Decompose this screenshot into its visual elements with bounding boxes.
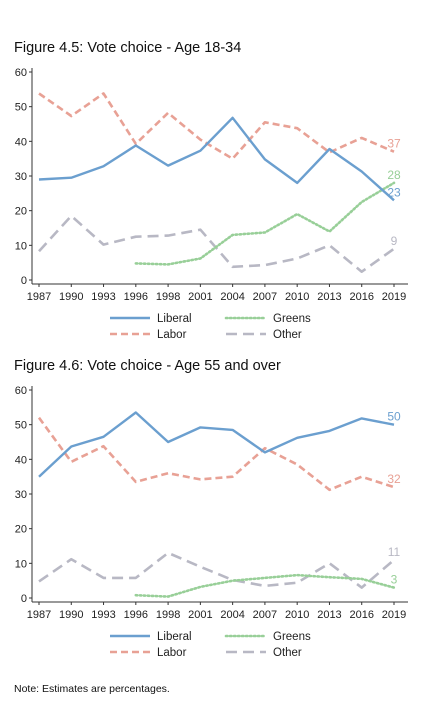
end-label-liberal: 23 [387, 185, 401, 199]
x-tick-label: 2013 [317, 291, 341, 303]
series-line-greens [134, 181, 396, 266]
x-tick-label: 1993 [91, 291, 115, 303]
x-tick-label: 2019 [382, 291, 406, 303]
legend-label-other: Other [273, 647, 302, 659]
x-tick-label: 2001 [188, 609, 212, 621]
y-tick-label: 0 [21, 275, 27, 287]
end-label-greens: 3 [391, 573, 398, 587]
series-line-labor [38, 92, 395, 160]
end-label-greens: 28 [387, 168, 401, 182]
y-tick-label: 10 [15, 558, 27, 570]
legend-label-liberal: Liberal [157, 313, 192, 325]
x-tick-label: 1998 [156, 291, 180, 303]
end-label-other: 11 [388, 545, 401, 559]
chart-age-55-over: 0 10 20 30 40 50 60 1987 1990 1993 1996 1998 2001 200… [15, 385, 408, 659]
y-tick-label: 10 [15, 240, 27, 252]
legend-label-labor: Labor [157, 329, 187, 341]
x-tick-label: 2007 [253, 291, 277, 303]
legend-label-labor: Labor [157, 647, 187, 659]
x-tick-label: 2016 [349, 609, 373, 621]
series-line-labor [37, 416, 395, 492]
end-label-liberal: 50 [387, 410, 401, 424]
x-tick-label: 1996 [124, 291, 148, 303]
x-tick-label: 2013 [317, 609, 341, 621]
y-tick-label: 60 [15, 385, 27, 397]
x-tick-label: 1990 [59, 609, 83, 621]
x-tick-label: 2010 [285, 291, 309, 303]
figure-4-5-title: Figure 4.5: Vote choice - Age 18-34 [14, 40, 242, 56]
x-tick-label: 2019 [382, 609, 406, 621]
y-tick-label: 40 [15, 454, 27, 466]
y-tick-label: 0 [21, 593, 27, 605]
legend-label-liberal: Liberal [157, 631, 192, 643]
series-line-liberal [38, 116, 395, 202]
y-tick-label: 60 [15, 67, 27, 79]
legend-label-other: Other [273, 329, 302, 341]
x-tick-label: 1993 [91, 609, 115, 621]
end-label-other: 9 [391, 234, 398, 248]
legend-label-greens: Greens [273, 313, 311, 325]
series-line-greens [134, 573, 396, 598]
y-tick-label: 50 [15, 420, 27, 432]
end-label-labor: 32 [387, 472, 401, 486]
x-tick-label: 1990 [59, 291, 83, 303]
x-tick-label: 2007 [253, 609, 277, 621]
y-tick-label: 50 [15, 102, 27, 114]
series-line-other [38, 214, 395, 273]
series-line-other [38, 551, 395, 589]
x-tick-label: 2004 [220, 609, 244, 621]
y-tick-label: 30 [15, 171, 27, 183]
x-tick-label: 1987 [27, 291, 51, 303]
x-tick-label: 2010 [285, 609, 309, 621]
chart-age-18-34: 0 10 20 30 40 50 60 1987 1990 1993 1996 1998 2001 200… [15, 67, 408, 341]
x-tick-label: 1998 [156, 609, 180, 621]
x-tick-label: 2001 [188, 291, 212, 303]
x-tick-label: 2004 [220, 291, 244, 303]
note-text: Note: Estimates are percentages. [14, 683, 170, 695]
y-tick-label: 20 [15, 206, 27, 218]
x-tick-label: 1996 [124, 609, 148, 621]
figure-4-6-title: Figure 4.6: Vote choice - Age 55 and ove… [14, 358, 281, 374]
x-tick-label: 1987 [27, 609, 51, 621]
legend-label-greens: Greens [273, 631, 311, 643]
y-tick-label: 40 [15, 136, 27, 148]
series-line-liberal [38, 411, 395, 478]
x-tick-label: 2016 [349, 291, 373, 303]
end-label-labor: 37 [387, 137, 401, 151]
y-tick-label: 30 [15, 489, 27, 501]
y-tick-label: 20 [15, 524, 27, 536]
